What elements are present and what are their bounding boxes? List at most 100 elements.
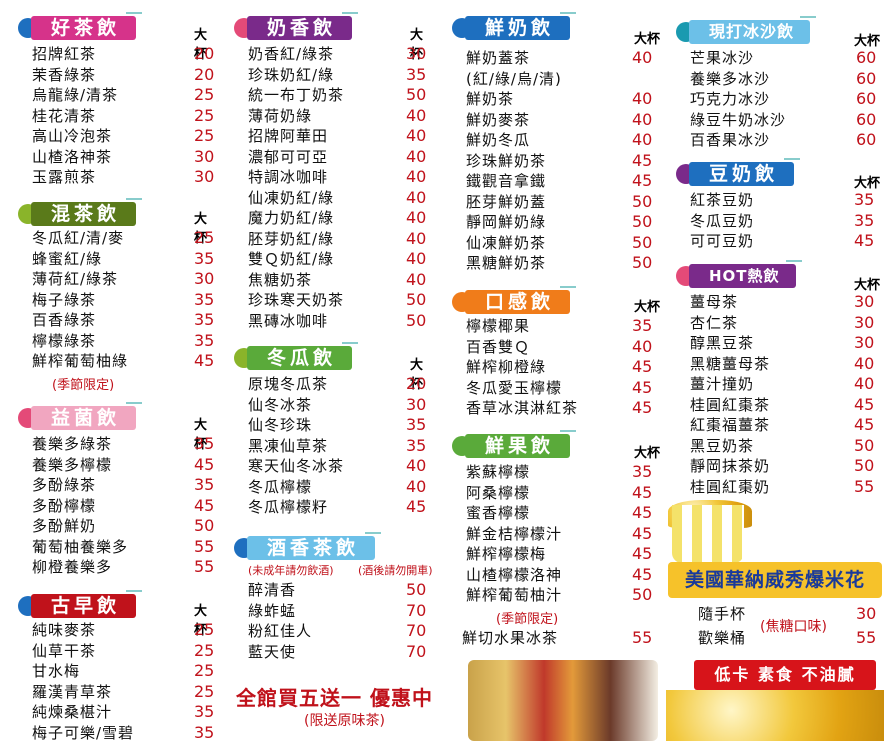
list-item: 百香綠茶 35 bbox=[18, 310, 224, 330]
item-name: 梅子綠茶 bbox=[32, 290, 97, 309]
seasonal-note: (季節限定) bbox=[496, 612, 559, 627]
item-price: 20 bbox=[406, 374, 427, 393]
item-name: 桂花清茶 bbox=[32, 106, 97, 125]
item-name: 葡萄柚養樂多 bbox=[32, 537, 129, 556]
item-price: 30 bbox=[406, 394, 427, 414]
item-name: 薑母茶 bbox=[690, 293, 739, 311]
drink-drive-note: (酒後請勿開車) bbox=[358, 564, 433, 577]
item-price: 25 bbox=[194, 681, 215, 701]
list-item: 甘水梅 25 bbox=[18, 661, 224, 681]
item-price: 40 bbox=[632, 130, 653, 149]
section-title: 鮮奶飲 bbox=[465, 12, 577, 40]
item-price: 35 bbox=[632, 462, 653, 481]
list-item: 黑豆奶茶 50 bbox=[676, 436, 884, 456]
list-item: 藍天使 70 bbox=[234, 642, 436, 662]
item-name: 百香雙Ｑ bbox=[466, 337, 531, 356]
list-item: 茉香綠茶 20 bbox=[18, 65, 224, 85]
list-item: 隨手杯 30 bbox=[676, 604, 884, 624]
list-item: 羅漢青草茶 25 bbox=[18, 682, 224, 702]
list-item: 黑凍仙草茶 35 bbox=[234, 436, 436, 456]
list-item: 黑糖鮮奶茶 50 bbox=[452, 253, 662, 273]
item-name: 仙凍鮮奶茶 bbox=[466, 233, 547, 252]
item-price: 25 bbox=[194, 85, 215, 104]
list-item: 山楂洛神茶 30 bbox=[18, 147, 224, 167]
item-price: 35 bbox=[406, 64, 427, 84]
size-label: 大杯 bbox=[194, 604, 208, 638]
popcorn-image bbox=[666, 690, 884, 741]
item-price: 25 bbox=[194, 620, 215, 639]
item-price: 40 bbox=[854, 353, 875, 373]
item-price: 45 bbox=[632, 544, 653, 563]
section-header: 古早飲 bbox=[18, 590, 188, 618]
list-item: 高山冷泡茶 25 bbox=[18, 126, 224, 146]
item-price: 35 bbox=[194, 722, 215, 742]
list-item: 鮮金桔檸檬汁 45 bbox=[452, 524, 662, 544]
item-name: 薄荷奶綠 bbox=[248, 106, 313, 125]
list-item: 百香果冰沙 60 bbox=[676, 130, 884, 150]
item-name: 粉紅佳人 bbox=[248, 622, 313, 640]
list-item: 純味麥茶 25 bbox=[18, 620, 224, 640]
size-label: 大杯 bbox=[634, 300, 661, 315]
item-name: 薄荷紅/綠茶 bbox=[32, 270, 119, 288]
popcorn-banner: 美國華納威秀爆米花 bbox=[668, 562, 882, 598]
list-item: 檸檬綠茶 35 bbox=[18, 331, 224, 351]
item-price: 45 bbox=[854, 394, 875, 414]
item-name: 冬瓜檸檬 bbox=[248, 477, 313, 496]
list-item: 養樂多綠茶 35 bbox=[18, 434, 224, 454]
item-name: 紫蘇檸檬 bbox=[466, 463, 531, 481]
item-price: 30 bbox=[406, 44, 427, 63]
section-header: 益菌飲 bbox=[18, 402, 188, 430]
item-name: 養樂多檸檬 bbox=[32, 455, 113, 474]
item-name: 鐵觀音拿鐵 bbox=[466, 172, 547, 190]
section-header: HOT熱飲 bbox=[676, 260, 826, 288]
list-item: 蜂蜜紅/綠 35 bbox=[18, 249, 224, 269]
item-price: 45 bbox=[632, 398, 653, 417]
item-price: 55 bbox=[854, 476, 875, 496]
item-name: 胚芽鮮奶蓋 bbox=[466, 192, 547, 211]
item-price: 35 bbox=[854, 190, 875, 209]
popcorn-tag: 低卡 素食 不油膩 bbox=[694, 660, 876, 690]
item-name: 巧克力冰沙 bbox=[690, 90, 771, 108]
item-price: 60 bbox=[856, 130, 877, 149]
item-name: 特調冰咖啡 bbox=[248, 168, 329, 186]
section-header: 鮮奶飲 bbox=[452, 12, 622, 40]
list-item: 胚芽鮮奶蓋 50 bbox=[452, 192, 662, 212]
item-name: 冬瓜愛玉檸檬 bbox=[466, 378, 563, 397]
item-name: 冬瓜檸檬籽 bbox=[248, 498, 329, 516]
list-item: 梅子可樂/雪碧 35 bbox=[18, 723, 224, 743]
list-item: 山楂檸檬洛神 45 bbox=[452, 565, 662, 585]
item-price: 40 bbox=[406, 476, 427, 496]
item-price: 70 bbox=[406, 641, 427, 661]
item-name: 綠蚱蜢 bbox=[248, 601, 297, 620]
item-price: 45 bbox=[632, 150, 653, 170]
item-name: 多酚綠茶 bbox=[32, 476, 97, 494]
item-price: 60 bbox=[856, 48, 877, 67]
list-item: 黑磚冰咖啡 50 bbox=[234, 311, 436, 331]
item-price: 25 bbox=[194, 228, 215, 247]
item-price: 35 bbox=[194, 330, 215, 350]
section-header: 好茶飲 bbox=[18, 12, 188, 40]
list-item: 仙凍奶紅/綠 40 bbox=[234, 188, 436, 208]
list-item: 薑汁撞奶 40 bbox=[676, 374, 884, 394]
promo-sub: (限送原味茶) bbox=[304, 713, 385, 729]
section-title: 混茶飲 bbox=[31, 198, 143, 226]
item-name: 芒果冰沙 bbox=[690, 49, 755, 67]
promo-main: 全館買五送一 優惠中 bbox=[236, 686, 433, 710]
size-label: 大杯 bbox=[854, 34, 881, 49]
item-price: 40 bbox=[406, 269, 427, 289]
item-price: 40 bbox=[406, 105, 427, 125]
item-price: 35 bbox=[854, 210, 875, 230]
item-name: 鮮榨葡萄柚汁 bbox=[466, 586, 563, 604]
list-item: 烏龍綠/清茶 25 bbox=[18, 85, 224, 105]
item-name: 黑磚冰咖啡 bbox=[248, 311, 329, 330]
section-header: 鮮果飲 bbox=[452, 430, 622, 458]
item-price: 70 bbox=[406, 600, 427, 620]
item-price: 45 bbox=[632, 564, 653, 584]
section-title: 酒香茶飲 bbox=[247, 532, 382, 560]
seasonal-note: (季節限定) bbox=[52, 378, 115, 393]
item-name: 羅漢青草茶 bbox=[32, 682, 113, 701]
list-item: 靜岡抹茶奶 50 bbox=[676, 456, 884, 476]
item-name: 檸檬綠茶 bbox=[32, 331, 97, 350]
list-item: 鮮奶麥茶 40 bbox=[452, 110, 662, 130]
item-price: 45 bbox=[632, 357, 653, 376]
